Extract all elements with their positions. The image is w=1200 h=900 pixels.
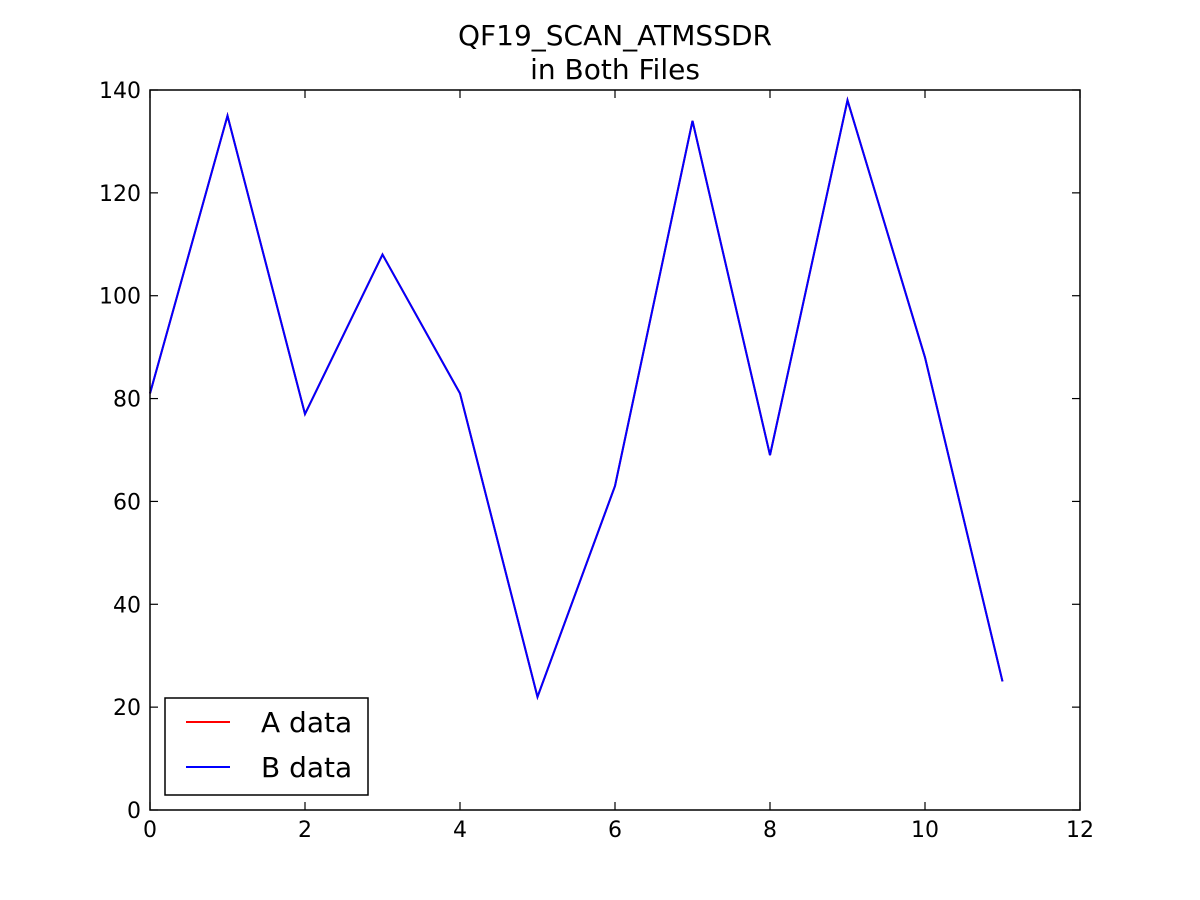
x-tick-label: 0 — [143, 818, 157, 843]
plot-area-frame — [149, 89, 1081, 811]
legend-box — [164, 697, 369, 796]
y-tick-label: 80 — [113, 388, 141, 413]
series-layer — [149, 96, 1004, 701]
y-tick-label: 100 — [99, 285, 141, 310]
legend-label-b: B data — [261, 751, 352, 784]
x-tick-label: 10 — [911, 818, 939, 843]
y-tick-label: 120 — [99, 182, 141, 207]
x-tick-label: 6 — [608, 818, 622, 843]
y-tick-label: 20 — [113, 696, 141, 721]
y-tick-label: 140 — [99, 79, 141, 104]
x-tick-label: 12 — [1066, 818, 1094, 843]
chart-title: QF19_SCAN_ATMSSDR — [458, 19, 772, 52]
x-tick-label: 2 — [298, 818, 312, 843]
series-line-b — [149, 96, 1004, 701]
x-tick-label: 8 — [763, 818, 777, 843]
legend: A data B data — [164, 697, 369, 796]
y-tick-label: 40 — [113, 593, 141, 618]
legend-label-a: A data — [261, 706, 352, 739]
x-tick-label: 4 — [453, 818, 467, 843]
y-tick-label: 0 — [127, 799, 141, 824]
y-tick-label: 60 — [113, 490, 141, 515]
chart-subtitle: in Both Files — [530, 53, 700, 86]
